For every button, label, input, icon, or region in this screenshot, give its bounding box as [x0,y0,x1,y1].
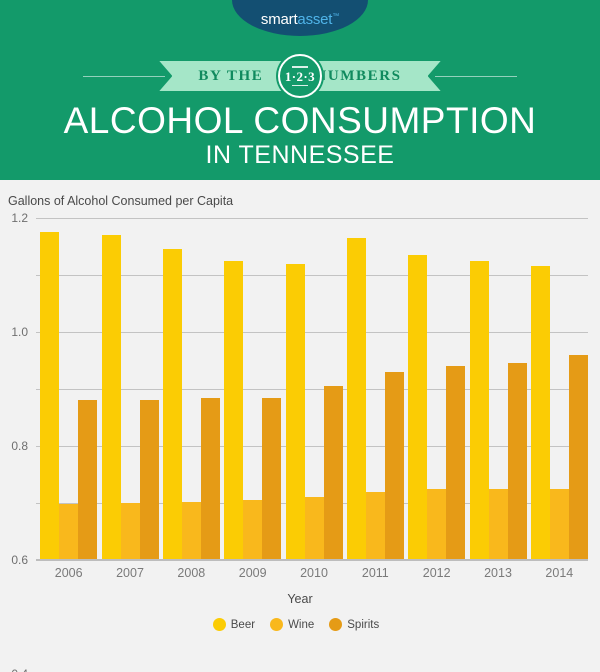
y-axis-tick-label: 0.8 [11,439,28,453]
badge-rule-left [83,75,166,77]
x-axis-line [36,558,588,560]
chart-title: Gallons of Alcohol Consumed per Capita [8,194,234,208]
legend-item-beer[interactable]: Beer [212,618,256,631]
logo-smart-text: smart [260,11,298,28]
bar-beer[interactable] [162,249,182,560]
y-axis-tick-label: 0.6 [11,553,28,567]
y-axis-tick-label: 0.4 [11,667,28,672]
x-axis-title: Year [287,592,313,606]
legend-swatch-icon [212,618,226,631]
bar-group [469,218,527,560]
legend-swatch-icon [329,618,343,631]
badge-rule-right [434,75,517,77]
page-title: ALCOHOL CONSUMPTION [63,100,537,141]
bar-beer[interactable] [285,263,305,560]
bar-spirits[interactable] [323,386,343,560]
bar-group [101,218,159,560]
legend-label: Beer [230,618,256,631]
bar-group [530,218,588,560]
legend-swatch-icon [270,618,284,631]
bar-spirits[interactable] [200,397,220,560]
bar-wine[interactable] [120,503,140,560]
legend-item-spirits[interactable]: Spirits [329,618,379,631]
x-axis-tick-label: 2014 [545,566,574,580]
bar-wine[interactable] [427,488,447,560]
x-axis-tick-label: 2010 [300,566,328,580]
bar-beer[interactable] [408,255,428,560]
plot-area: 0.00.20.40.60.81.01.2 [11,211,588,672]
bar-group [224,218,282,560]
bar-group [408,218,466,560]
x-axis-tick-label: 2011 [361,566,389,580]
bar-wine[interactable] [365,491,385,560]
bar-beer[interactable] [224,260,244,560]
badge-ribbon: BY THE NUMBERS 1·2·3 [172,54,428,98]
bar-spirits[interactable] [507,363,527,560]
bar-wine[interactable] [59,504,79,560]
badge-right-label: NUMBERS [315,67,402,84]
bar-wine[interactable] [549,488,569,560]
bar-beer[interactable] [346,237,366,560]
badge-circle-label: 1·2·3 [284,68,316,84]
bar-beer[interactable] [530,266,550,560]
legend-item-wine[interactable]: Wine [270,618,314,631]
legend-label: Wine [288,618,315,631]
y-axis-tick-label: 1.0 [11,325,28,339]
chart-legend: Beer Wine Spirits [0,618,600,631]
bar-beer[interactable] [40,232,60,560]
badge-left-label: BY THE [198,67,264,84]
x-axis-tick-label: 2006 [54,566,83,580]
header-banner: smartasset™ BY THE NUMBERS 1·2·3 ALCOHOL… [0,0,600,180]
bar-group [346,218,404,560]
smartasset-logo[interactable]: smartasset™ [232,0,368,36]
bar-series-layer [36,218,588,560]
gridline: 1.0 [11,275,588,339]
x-axis-tick-label: 2007 [116,566,144,580]
gridline: 0.6 [11,389,588,567]
y-axis-tick-label: 1.2 [11,211,28,225]
bar-spirits[interactable] [78,400,98,560]
numbers-circle-icon: 1·2·3 [277,54,322,98]
page-subtitle: IN TENNESSEE [205,141,395,169]
bar-group [40,218,98,560]
bar-wine[interactable] [243,500,263,560]
x-axis-tick-label: 2008 [177,566,206,580]
gridline: 1.2 [11,211,588,225]
bar-wine[interactable] [488,488,508,560]
logo-asset-text: asset [297,11,333,28]
x-axis-tick-label: 2009 [238,566,267,580]
logo-wordmark: smartasset™ [261,11,339,28]
legend-label: Spirits [347,618,380,631]
gridline: 0.4 [11,446,588,672]
chart-container: Gallons of Alcohol Consumed per Capita 0… [0,180,600,672]
bar-beer[interactable] [469,260,489,560]
by-the-numbers-badge: BY THE NUMBERS 1·2·3 [0,54,600,98]
circle-dash-top-icon [291,66,308,68]
x-axis-tick-label: 2013 [484,566,512,580]
gridline: 0.8 [11,332,588,453]
bar-beer[interactable] [101,235,121,560]
circle-dash-bottom-icon [291,84,308,86]
bar-spirits[interactable] [384,371,404,560]
bar-spirits[interactable] [139,400,159,560]
bar-spirits[interactable] [262,397,282,560]
x-axis-tick-label: 2012 [422,566,451,580]
trademark-icon: ™ [332,13,340,20]
bar-group [285,218,343,560]
bar-spirits[interactable] [446,366,466,560]
bar-spirits[interactable] [568,354,588,560]
bar-wine[interactable] [181,501,201,560]
bar-group [162,218,220,560]
gridline: 0.0 [36,560,588,561]
bar-wine[interactable] [304,497,324,560]
